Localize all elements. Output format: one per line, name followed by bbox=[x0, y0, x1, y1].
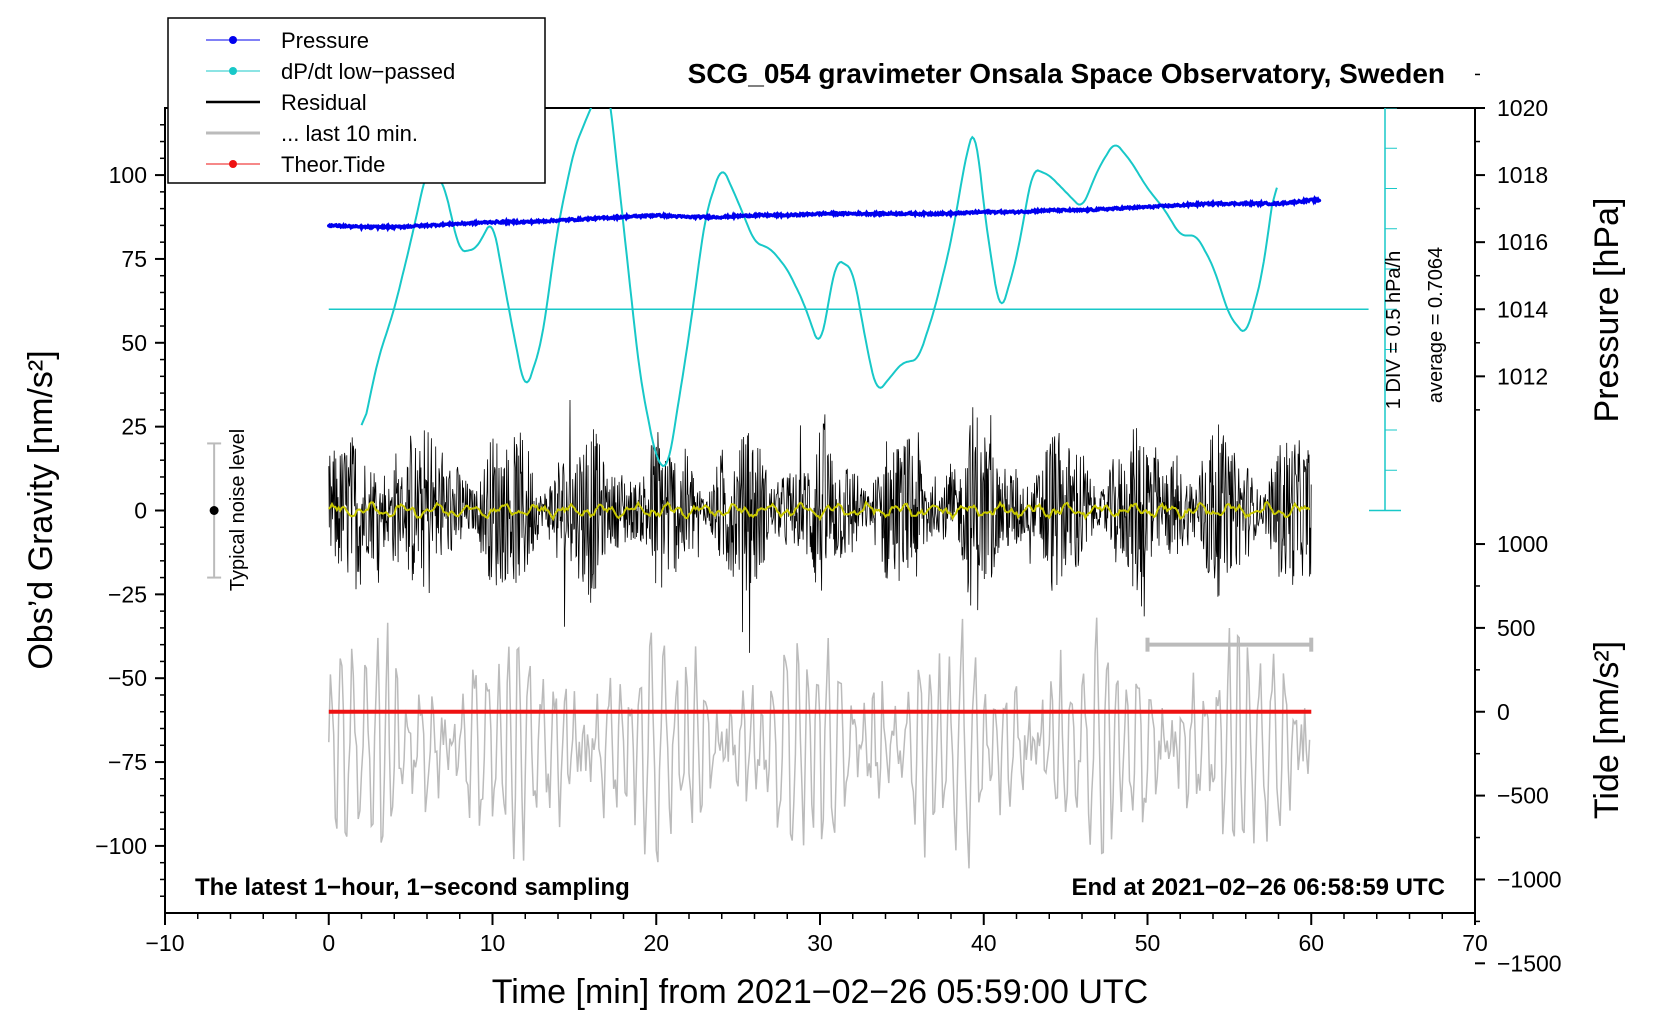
pressure-tick-label: 1020 bbox=[1497, 95, 1548, 121]
legend-item-residual: Residual bbox=[206, 90, 367, 115]
last10-series-line bbox=[328, 617, 1311, 869]
left-note: The latest 1−hour, 1−second sampling bbox=[195, 874, 630, 901]
legend-label-tide: Theor.Tide bbox=[281, 152, 385, 177]
pressure-tick-label: 1014 bbox=[1497, 296, 1548, 322]
legend-marker-dpdt bbox=[229, 67, 237, 75]
y-tick-label: −50 bbox=[108, 665, 147, 691]
residual-series-line bbox=[328, 399, 1312, 653]
legend-label-pressure: Pressure bbox=[281, 28, 369, 53]
right-note: End at 2021−02−26 06:58:59 UTC bbox=[1071, 874, 1445, 901]
legend-item-pressure: Pressure bbox=[206, 28, 369, 53]
tide-tick-label: −1500 bbox=[1497, 950, 1562, 976]
chart-title: SCG_054 gravimeter Onsala Space Observat… bbox=[688, 58, 1445, 89]
x-tick-label: 50 bbox=[1135, 930, 1161, 956]
y-tick-label: 25 bbox=[121, 414, 147, 440]
tide-tick-label: −500 bbox=[1497, 783, 1549, 809]
legend-item-last10: ... last 10 min. bbox=[206, 121, 418, 146]
legend-label-last10: ... last 10 min. bbox=[281, 121, 418, 146]
axis-layer: −10 0 10 20 30 40 50 60 70−100−75−50−25025507510… bbox=[95, 73, 1562, 976]
y-tick-label: −100 bbox=[95, 833, 147, 859]
x-tick-label: 60 bbox=[1298, 930, 1324, 956]
x-axis-title: Time [min] from 2021−02−26 05:59:00 UTC bbox=[492, 973, 1148, 1011]
pressure-series-line bbox=[327, 195, 1322, 233]
tide-tick-label: −1000 bbox=[1497, 866, 1562, 892]
pressure-tick-label: 1016 bbox=[1497, 229, 1548, 255]
y-tick-label: 75 bbox=[121, 246, 147, 272]
avg-label: average = 0.7064 bbox=[1425, 247, 1447, 403]
dpdt-series-line bbox=[360, 108, 1278, 467]
tide-tick-label: 1000 bbox=[1497, 531, 1548, 557]
pressure-axis-title: Pressure [hPa] bbox=[1588, 198, 1626, 423]
y-axis-title: Obs’d Gravity [nm/s²] bbox=[22, 350, 60, 669]
pressure-tick-label: 1018 bbox=[1497, 162, 1548, 188]
legend-item-dpdt: dP/dt low−passed bbox=[206, 59, 455, 84]
series-layer bbox=[327, 108, 1401, 869]
x-tick-label: 10 bbox=[480, 930, 506, 956]
tide-axis-title: Tide [nm/s²] bbox=[1588, 641, 1626, 819]
x-tick-label: −10 bbox=[145, 930, 184, 956]
legend-box bbox=[167, 17, 546, 184]
legend-marker-pressure bbox=[229, 36, 237, 44]
x-tick-label: 0 bbox=[322, 930, 335, 956]
x-tick-label: 70 bbox=[1462, 930, 1488, 956]
y-tick-label: −25 bbox=[108, 581, 147, 607]
pressure-tick-label: 1012 bbox=[1497, 363, 1548, 389]
legend-marker-tide bbox=[229, 160, 237, 168]
legend: Pressure dP/dt low−passed Residual ... l… bbox=[167, 17, 546, 184]
legend-label-residual: Residual bbox=[281, 90, 367, 115]
x-tick-label: 40 bbox=[971, 930, 997, 956]
div-label: 1 DIV = 0.5 hPa/h bbox=[1383, 251, 1405, 409]
y-tick-label: 100 bbox=[109, 162, 147, 188]
legend-item-tide: Theor.Tide bbox=[206, 152, 385, 177]
noise-level-dot bbox=[209, 506, 219, 515]
tide-tick-label: 500 bbox=[1497, 615, 1535, 641]
tide-tick-label: 0 bbox=[1497, 699, 1510, 725]
noise-label: Typical noise level bbox=[227, 429, 249, 591]
legend-label-dpdt: dP/dt low−passed bbox=[281, 59, 455, 84]
residual-smoothed-line bbox=[328, 500, 1311, 522]
y-tick-label: 50 bbox=[121, 330, 147, 356]
y-tick-label: −75 bbox=[108, 749, 147, 775]
x-tick-label: 20 bbox=[643, 930, 669, 956]
y-tick-label: 0 bbox=[134, 498, 147, 524]
x-tick-label: 30 bbox=[807, 930, 833, 956]
